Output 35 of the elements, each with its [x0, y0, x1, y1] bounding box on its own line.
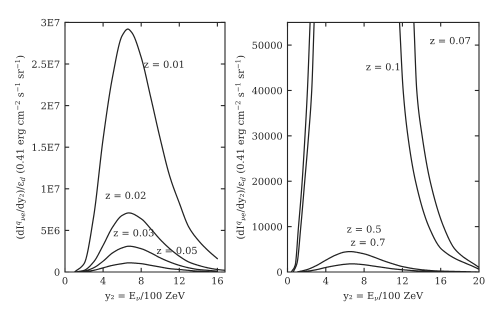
x-tick-label: 0: [285, 277, 290, 284]
text: (dI$^{q}$$_{νe}$/dy₂)/ε$_{d}$ (0.41 erg cm$^{−2}$ s$^{−1}$ sr$^{−1}$): [235, 56, 246, 239]
x-tick-label: 16: [212, 277, 223, 284]
y-tick-label: 1.5E7: [32, 144, 60, 152]
annotation: z = 0.07: [430, 36, 470, 44]
y-tick-label: 40000: [252, 86, 282, 94]
y-tick-label: 2E7: [41, 102, 60, 110]
annotation: z = 0.5: [347, 225, 381, 233]
text: (dI$^{q}$$_{νe}$/dy₂)/ε$_{d}$ (0.41 erg cm$^{−2}$ s$^{−1}$ sr$^{−1}$): [14, 56, 26, 239]
y-tick-label: 0: [277, 268, 282, 276]
x-axis-title: y₂ = E$_{ν}$/100 ZeV: [105, 292, 185, 302]
y-tick-label: 2.5E7: [32, 60, 60, 68]
x-axis-title: y₂ = E$_{ν}$/100 ZeV: [343, 292, 424, 302]
x-tick-label: 16: [436, 277, 446, 284]
y-tick-label: 30000: [252, 132, 282, 140]
y-tick-label: 1E7: [42, 185, 60, 192]
x-tick-label: 4: [100, 277, 106, 284]
y-tick-label: 3E7: [41, 18, 60, 26]
x-tick-label: 8: [362, 277, 367, 284]
x-tick-label: 0: [62, 277, 68, 284]
x-tick-label: 12: [174, 277, 185, 284]
x-tick-label: 8: [138, 277, 144, 284]
x-tick-label: 4: [323, 277, 328, 284]
y-tick-label: 10000: [252, 223, 282, 230]
annotation: z = 0.02: [106, 192, 146, 199]
x-tick-label: 20: [473, 277, 485, 284]
annotation: z = 0.7: [350, 238, 385, 246]
y-tick-label: 50000: [252, 42, 282, 49]
y-tick-label: 20000: [252, 178, 282, 186]
annotation: z = 0.01: [144, 60, 184, 68]
annotation: z = 0.1: [366, 63, 400, 70]
x-tick-label: 12: [397, 277, 408, 284]
annotation: z = 0.03: [114, 229, 154, 236]
y-tick-label: 0: [54, 268, 60, 276]
y-tick-label: 5E6: [41, 226, 60, 234]
